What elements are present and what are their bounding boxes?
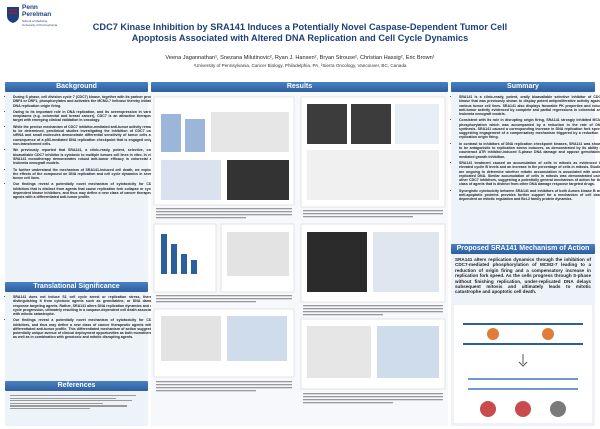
bullet: Our findings reveal a potentially novel … <box>13 318 156 339</box>
bullet: Owing to its important role in DNA repli… <box>13 110 156 123</box>
section-heading: Background <box>5 82 148 92</box>
bullet: SRA141 is a clinic-ready, potent, orally… <box>459 95 600 116</box>
mechanism-diagram <box>453 304 593 424</box>
left-column <box>5 82 148 426</box>
summary-list: SRA141 is a clinic-ready, potent, orally… <box>451 95 600 204</box>
section-heading: Summary <box>451 82 595 92</box>
bullet: While the precise mechanism of CDC7 inhi… <box>13 125 156 146</box>
bullet: During S phase, cell division cycle 7 (C… <box>13 95 156 108</box>
references-lines <box>10 395 143 411</box>
logo-school: Perelman <box>22 11 52 18</box>
logo-univ: University of Pennsylvania <box>22 23 58 27</box>
logo-shield <box>7 7 19 23</box>
bullet: SRA141 does not induce S1 cell cycle arr… <box>13 295 156 316</box>
section-heading: Translational Significance <box>5 282 148 292</box>
bullet: SRA141 treatment caused an accumulation … <box>459 161 600 187</box>
section-heading: Proposed SRA141 Mechanism of Action <box>451 244 595 254</box>
section-heading: Results <box>151 82 448 92</box>
logo: Penn Perelman School of Medicine Univers… <box>6 4 76 32</box>
logo-sub: School of Medicine <box>22 19 48 23</box>
bullet: Synergistic cytotoxicity between SRA141 … <box>459 189 600 202</box>
bullet: Consistent with its role in disrupting o… <box>459 118 600 139</box>
affiliations: ¹University of Pennsylvania, Cancer Biol… <box>193 63 407 68</box>
mechanism-text: SRA141 alters replication dynamics throu… <box>455 257 591 295</box>
poster-title: CDC7 Kinase Inhibition by SRA141 Induces… <box>92 22 508 43</box>
translational-list: SRA141 does not induce S1 cell cycle arr… <box>5 295 158 342</box>
bullet: We previously reported that SRA141, a cl… <box>13 148 156 165</box>
bullet: To further understand the mechanism of S… <box>13 168 156 181</box>
background-list: During S phase, cell division cycle 7 (C… <box>5 95 158 202</box>
bullet: Our findings reveal a potentially novel … <box>13 182 156 199</box>
authors: Veena Jagannathan¹, Snezana Milutinovic²… <box>165 55 435 61</box>
logo-name: Penn <box>22 4 38 11</box>
section-heading: References <box>5 381 148 391</box>
bullet: In contrast to inhibitors of DNA replica… <box>459 142 600 159</box>
results-figures <box>153 96 446 404</box>
